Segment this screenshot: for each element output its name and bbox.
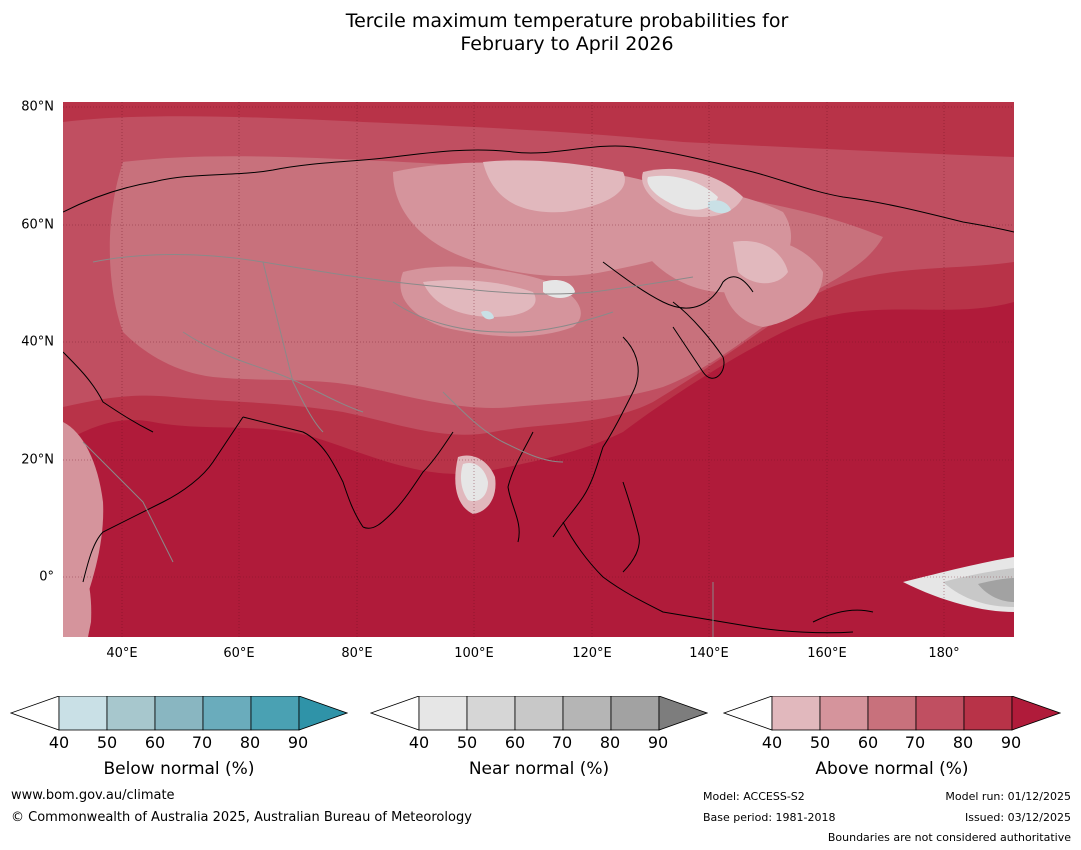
colorbar-swatch-50 [466,696,516,731]
lon-label-140e: 140°E [689,646,729,661]
base-period-label: Base period: 1981-2018 [703,811,836,824]
issued-label: Issued: 03/12/2025 [964,811,1071,824]
colorbar-swatch-60 [867,696,917,731]
above-tick-90: 90 [1000,733,1022,752]
below-tick-50: 50 [96,733,118,752]
title-line-2: February to April 2026 [460,33,674,55]
lon-label-160e: 160°E [807,646,847,661]
model-run-label: Model run: 01/12/2025 [945,790,1071,803]
colorbar-swatch-40 [58,696,108,731]
colorbar-swatch-60 [154,696,204,731]
region-near-40-indochina [460,462,488,502]
colorbar-swatch-80 [610,696,660,731]
colorbar-swatch-70 [202,696,252,731]
legend-title-above: Above normal (%) [815,759,969,779]
footer-url[interactable]: www.bom.gov.au/climate [11,788,175,803]
lat-label-60n: 60°N [21,217,54,233]
near-tick-60: 60 [504,733,526,752]
region-near-40-siberia [647,175,718,210]
near-tick-80: 80 [599,733,621,752]
colorbar-low-triangle [723,696,773,731]
lat-label-80n: 80°N [21,99,54,115]
region-above-50-africa-horn [63,542,92,637]
lat-label-0: 0° [39,569,54,585]
region-above-40-mongolia [423,280,536,317]
region-near-80-pacific [978,578,1014,602]
probability-map [63,102,1014,637]
colorbar-low-triangle [10,696,60,731]
near-tick-90: 90 [647,733,669,752]
colorbar-swatch-40 [771,696,821,731]
near-tick-70: 70 [551,733,573,752]
lat-label-20n: 20°N [21,452,54,468]
model-label: Model: ACCESS-S2 [703,790,805,803]
colorbar-swatch-80 [963,696,1013,731]
below-tick-60: 60 [144,733,166,752]
chart-title: Tercile maximum temperature probabilitie… [0,10,1081,56]
below-tick-80: 80 [239,733,261,752]
colorbar-below-normal [10,696,348,731]
country-borders [82,254,714,637]
disclaimer-label: Boundaries are not considered authoritat… [827,831,1071,844]
footer-copyright: © Commonwealth of Australia 2025, Austra… [11,810,472,825]
above-tick-70: 70 [904,733,926,752]
colorbar-high-triangle [1011,696,1061,731]
colorbar-low-triangle [370,696,420,731]
above-tick-40: 40 [761,733,783,752]
lat-label-40n: 40°N [21,334,54,350]
colorbar-swatch-80 [250,696,300,731]
lon-label-80e: 80°E [341,646,373,661]
lon-label-60e: 60°E [223,646,255,661]
below-tick-90: 90 [287,733,309,752]
above-tick-80: 80 [952,733,974,752]
legend-title-below: Below normal (%) [103,759,255,779]
title-line-1: Tercile maximum temperature probabilitie… [345,10,789,32]
lon-label-120e: 120°E [572,646,612,661]
near-tick-50: 50 [456,733,478,752]
region-above-40-okhotsk [733,241,788,284]
colorbar-swatch-50 [106,696,156,731]
lon-label-100e: 100°E [454,646,494,661]
colorbar-high-triangle [298,696,348,731]
coastlines [63,145,1014,634]
lon-label-180: 180° [928,646,960,661]
region-below-40-mongolia [481,310,494,320]
region-above-40-siberia [483,160,625,213]
colorbar-high-triangle [658,696,708,731]
below-tick-70: 70 [191,733,213,752]
legend-title-near: Near normal (%) [468,759,610,779]
graticule [63,102,1014,637]
above-tick-50: 50 [809,733,831,752]
colorbar-swatch-60 [514,696,564,731]
below-tick-40: 40 [48,733,70,752]
region-below-40-siberia [708,200,731,214]
colorbar-swatch-70 [562,696,612,731]
colorbar-swatch-70 [915,696,965,731]
colorbar-swatch-50 [819,696,869,731]
lon-label-40e: 40°E [106,646,138,661]
near-tick-40: 40 [408,733,430,752]
above-tick-60: 60 [857,733,879,752]
colorbar-above-normal [723,696,1061,731]
colorbar-swatch-40 [418,696,468,731]
colorbar-near-normal [370,696,708,731]
